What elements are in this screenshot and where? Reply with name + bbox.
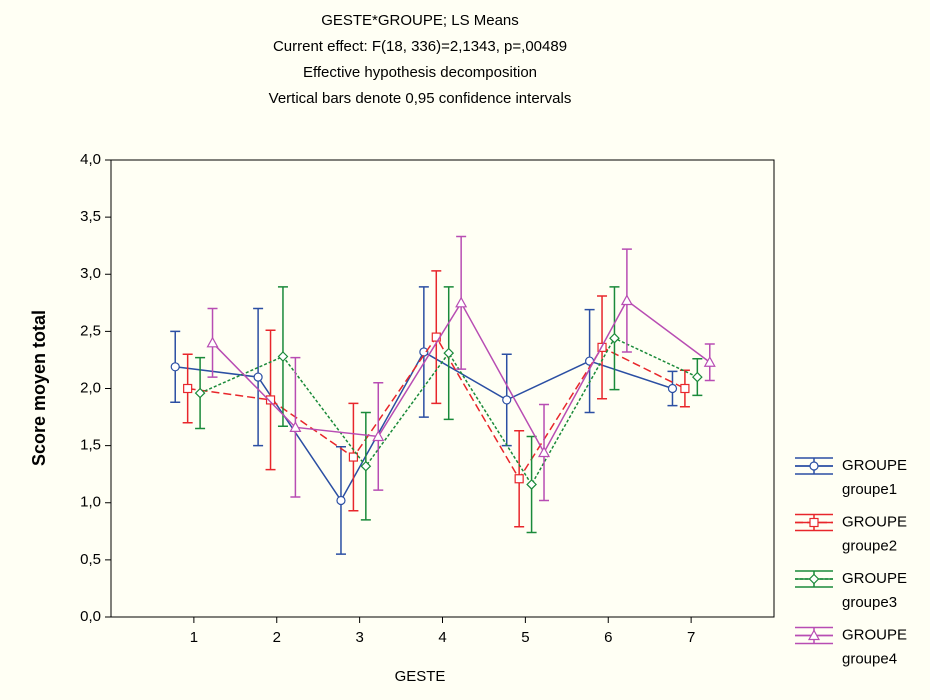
marker xyxy=(183,383,193,394)
marker xyxy=(265,395,276,405)
legend-title: GROUPE xyxy=(842,513,907,530)
y-tick-label: 0,5 xyxy=(80,551,101,568)
marker xyxy=(809,517,819,528)
marker xyxy=(609,332,620,344)
marker xyxy=(206,336,219,348)
marker xyxy=(703,355,716,367)
chart-subtitle: Vertical bars denote 0,95 confidence int… xyxy=(269,90,572,107)
y-tick-label: 4,0 xyxy=(80,151,101,168)
marker xyxy=(680,383,690,394)
legend-label: groupe2 xyxy=(842,537,897,554)
x-tick-label: 4 xyxy=(438,629,446,646)
marker xyxy=(809,461,819,471)
marker xyxy=(372,430,385,442)
marker xyxy=(455,296,468,308)
y-tick-label: 1,0 xyxy=(80,494,101,511)
chart-subtitle: Effective hypothesis decomposition xyxy=(303,64,537,81)
marker xyxy=(360,460,372,472)
legend-label: groupe4 xyxy=(842,650,897,667)
x-tick-label: 5 xyxy=(521,629,529,646)
marker xyxy=(194,387,206,399)
marker xyxy=(443,347,455,359)
legend-title: GROUPE xyxy=(842,626,907,643)
marker xyxy=(667,383,678,394)
marker xyxy=(807,629,821,641)
marker xyxy=(170,362,180,372)
legend-title: GROUPE xyxy=(842,457,907,474)
y-tick-label: 3,0 xyxy=(80,265,101,282)
y-tick-label: 3,5 xyxy=(80,208,101,225)
marker xyxy=(502,395,512,405)
y-tick-label: 0,0 xyxy=(80,608,101,625)
marker xyxy=(691,371,703,383)
marker xyxy=(526,479,537,490)
marker xyxy=(808,573,820,585)
y-tick-label: 2,5 xyxy=(80,322,101,339)
x-tick-label: 3 xyxy=(355,629,363,646)
chart-subtitle: Current effect: F(18, 336)=2,1343, p=,00… xyxy=(273,38,567,55)
marker xyxy=(289,421,302,432)
y-tick-label: 1,5 xyxy=(80,437,101,454)
marker xyxy=(514,474,524,484)
marker xyxy=(620,294,633,306)
legend-label: groupe1 xyxy=(842,481,897,498)
x-tick-label: 7 xyxy=(687,629,695,646)
marker xyxy=(336,495,346,506)
legend-label: groupe3 xyxy=(842,594,897,611)
chart-title: GESTE*GROUPE; LS Means xyxy=(321,12,519,29)
marker xyxy=(277,351,289,362)
marker xyxy=(253,372,263,382)
marker xyxy=(348,452,359,462)
legend-title: GROUPE xyxy=(842,570,907,587)
marker xyxy=(538,446,551,458)
y-axis-label: Score moyen total xyxy=(29,310,49,466)
x-tick-label: 6 xyxy=(604,629,612,646)
y-tick-label: 2,0 xyxy=(80,379,101,396)
x-tick-label: 2 xyxy=(273,629,281,646)
x-tick-label: 1 xyxy=(190,629,198,646)
x-axis-label: GESTE xyxy=(395,668,446,685)
